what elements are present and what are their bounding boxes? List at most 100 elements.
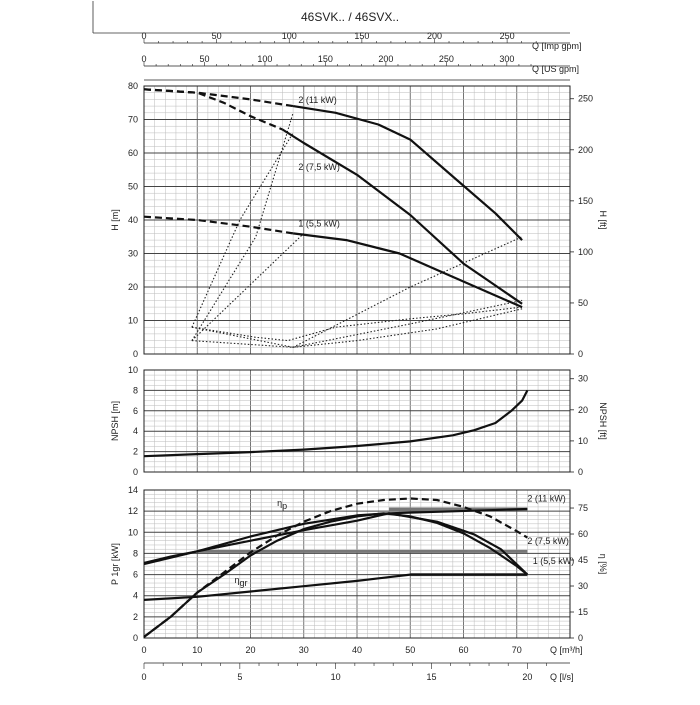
power-y-tick: 14 (128, 485, 138, 495)
power-y2-tick: 60 (578, 529, 588, 539)
rated-power-label: 2 (7,5 kW) (527, 536, 569, 546)
power-y2-tick: 15 (578, 607, 588, 617)
head-y-tick: 10 (128, 316, 138, 326)
head-curve-label: 2 (11 kW) (298, 95, 336, 105)
top-axis-tick: 50 (212, 31, 222, 41)
rated-power-label: 1 (5,5 kW) (533, 556, 575, 566)
bottom-axis-tick: 0 (141, 672, 146, 682)
head-curve-label: 2 (7,5 kW) (298, 162, 340, 172)
power-y-tick: 2 (133, 612, 138, 622)
top-axis-tick: 200 (427, 31, 442, 41)
npsh-y-label: NPSH [m] (110, 401, 120, 441)
power-y2-tick: 45 (578, 555, 588, 565)
efficiency-pump-curve (143, 497, 528, 638)
head-y-tick: 70 (128, 115, 138, 125)
efficiency-pump-label-sub: p (282, 501, 287, 511)
head-y2-label: H [ft] (598, 210, 608, 229)
npsh-y-tick: 8 (133, 385, 138, 395)
top-axis-label: Q [US gpm] (532, 64, 579, 74)
top-axis-tick: 150 (318, 54, 333, 64)
top-axis-tick: 100 (282, 31, 297, 41)
efficiency-pump-label: η (277, 498, 282, 508)
x-tick: 50 (405, 645, 415, 655)
x-tick: 0 (141, 645, 146, 655)
head-curve (281, 128, 523, 305)
head-y-tick: 60 (128, 148, 138, 158)
npsh-y-tick: 10 (128, 365, 138, 375)
head-y2-tick: 150 (578, 196, 593, 206)
efficiency-envelope-line (191, 308, 523, 348)
bottom-axis-tick: 20 (522, 672, 532, 682)
rated-power-label: 2 (11 kW) (527, 494, 565, 504)
efficiency-envelope-line (191, 132, 294, 328)
npsh-y2-tick: 30 (578, 374, 588, 384)
head-y-label: H [m] (110, 209, 120, 231)
npsh-frame (143, 369, 571, 473)
npsh-curve (143, 389, 529, 458)
efficiency-envelope-line (191, 233, 305, 341)
top-axis-tick: 50 (199, 54, 209, 64)
npsh-y2-tick: 20 (578, 405, 588, 415)
npsh-y2-tick: 10 (578, 436, 588, 446)
head-curve (292, 105, 523, 241)
npsh-y-tick: 2 (133, 447, 138, 457)
head-y-tick: 80 (128, 81, 138, 91)
top-axis-tick: 150 (354, 31, 369, 41)
head-y-tick: 50 (128, 182, 138, 192)
head-frame (143, 85, 571, 355)
efficiency-envelope-line (292, 236, 523, 348)
power-1-5.5kw-curve (143, 573, 528, 601)
bottom-axis-label: Q [l/s] (550, 672, 574, 682)
npsh-y-tick: 6 (133, 406, 138, 416)
head-curve-startup (143, 88, 283, 131)
bottom-axis-tick: 10 (331, 672, 341, 682)
x-tick: 20 (245, 645, 255, 655)
power-y-tick: 4 (133, 591, 138, 601)
head-y2-tick: 100 (578, 247, 593, 257)
power-y-tick: 10 (128, 527, 138, 537)
top-axis-tick: 300 (499, 54, 514, 64)
power-y2-label: η [%] (598, 554, 608, 575)
top-axis-tick: 0 (141, 31, 146, 41)
top-axis-label: Q [Imp gpm] (532, 41, 582, 51)
top-axis-tick: 0 (141, 54, 146, 64)
efficiency-unit-curve (143, 512, 529, 638)
x-tick: 40 (352, 645, 362, 655)
head-y-tick: 30 (128, 249, 138, 259)
npsh-y-tick: 0 (133, 467, 138, 477)
head-y2-tick: 50 (578, 298, 588, 308)
head-y2-tick: 200 (578, 145, 593, 155)
head-y2-tick: 250 (578, 94, 593, 104)
efficiency-unit-label-sub: gr (240, 578, 248, 588)
head-y2-tick: 0 (578, 349, 583, 359)
head-curve-label: 1 (5,5 kW) (298, 219, 340, 229)
head-curve-startup (143, 215, 294, 235)
head-y-tick: 0 (133, 349, 138, 359)
npsh-y2-label: NPSH [ft] (598, 402, 608, 440)
x-tick: 60 (458, 645, 468, 655)
efficiency-unit-label: η (235, 575, 240, 585)
power-y2-tick: 0 (578, 633, 583, 643)
x-tick: 10 (192, 645, 202, 655)
chart-title: 46SVK.. / 46SVX.. (301, 10, 399, 24)
power-y-tick: 0 (133, 633, 138, 643)
power-y2-tick: 75 (578, 503, 588, 513)
x-axis-label: Q [m³/h] (550, 645, 583, 655)
power-y-label: P 1gr [kW] (110, 543, 120, 585)
top-axis-tick: 250 (500, 31, 515, 41)
bottom-axis-tick: 15 (427, 672, 437, 682)
top-axis-tick: 200 (378, 54, 393, 64)
power-y-tick: 12 (128, 506, 138, 516)
head-y-tick: 40 (128, 215, 138, 225)
head-y-tick: 20 (128, 282, 138, 292)
npsh-y-tick: 4 (133, 426, 138, 436)
top-axis-tick: 250 (439, 54, 454, 64)
x-tick: 30 (299, 645, 309, 655)
npsh-y2-tick: 0 (578, 467, 583, 477)
power-y-tick: 6 (133, 570, 138, 580)
bottom-axis-tick: 5 (237, 672, 242, 682)
head-curve (292, 232, 523, 309)
top-axis-tick: 100 (257, 54, 272, 64)
